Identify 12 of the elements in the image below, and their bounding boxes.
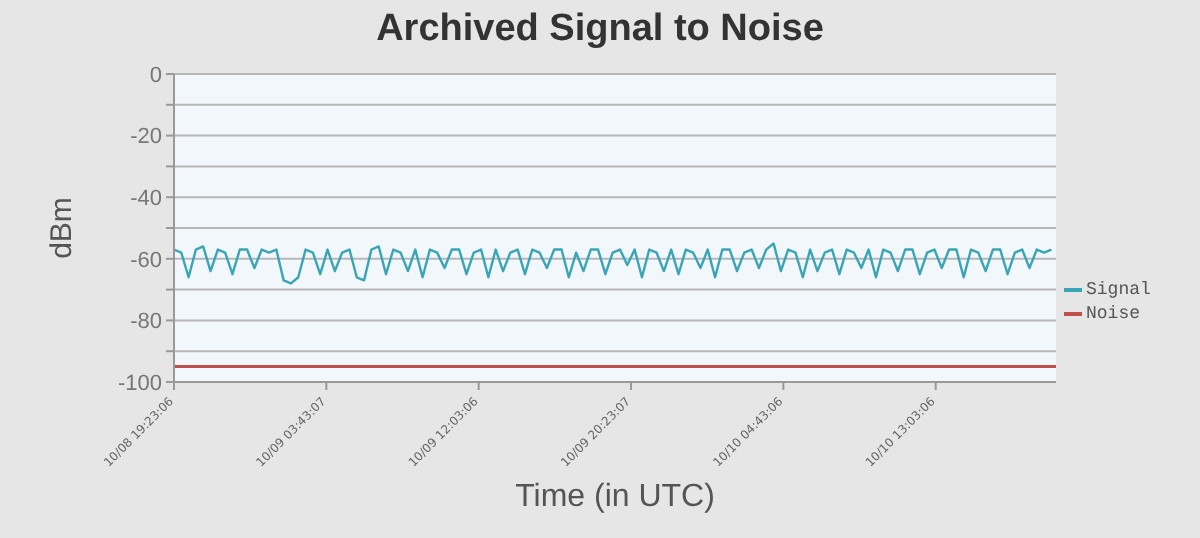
y-tick-label: -80 — [130, 310, 162, 335]
line-series — [174, 242, 1053, 285]
legend-label: Signal — [1086, 280, 1151, 300]
y-axis-title: dBm — [44, 197, 79, 259]
y-tick-label: -60 — [130, 248, 162, 273]
legend-label: Noise — [1086, 304, 1141, 324]
y-tick-label: -20 — [130, 125, 162, 150]
chart-title: Archived Signal to Noise — [374, 8, 826, 52]
y-tick-label: -100 — [117, 371, 162, 396]
x-axis-title: Time (in UTC) — [515, 480, 715, 514]
y-tick-label: -40 — [130, 187, 162, 212]
y-tick-label: 0 — [149, 63, 162, 88]
